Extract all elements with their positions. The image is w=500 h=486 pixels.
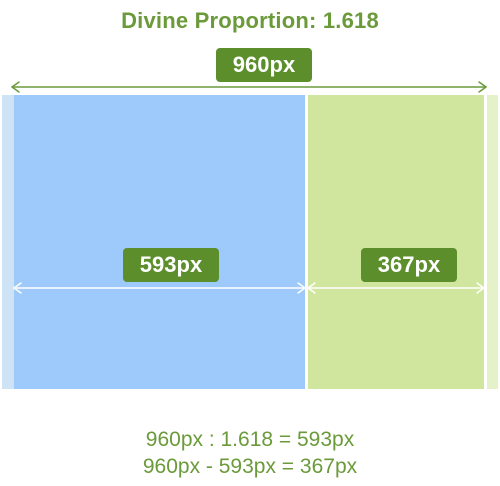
total-width-badge: 960px: [216, 48, 312, 82]
major-section-block: [14, 95, 305, 389]
minor-width-arrow-right-head: [476, 282, 485, 294]
difference-formula: 960px - 593px = 367px: [142, 455, 358, 478]
left-margin-strip: [2, 95, 14, 389]
major-width-arrow-right-head: [297, 282, 306, 294]
ratio-formula: 960px : 1.618 = 593px: [145, 428, 355, 451]
minor-width-badge: 367px: [361, 248, 457, 282]
minor-section-block: [308, 95, 484, 389]
major-width-arrow-left-head: [13, 282, 22, 294]
diagram-title: Divine Proportion: 1.618: [121, 8, 379, 33]
right-margin-strip: [487, 95, 498, 389]
total-width-arrow-right-head: [478, 81, 487, 93]
right-gap: [484, 95, 487, 389]
major-width-badge: 593px: [123, 248, 219, 282]
minor-width-arrow-left-head: [307, 282, 316, 294]
section-divider: [305, 95, 308, 389]
total-width-arrow-left-head: [11, 81, 20, 93]
